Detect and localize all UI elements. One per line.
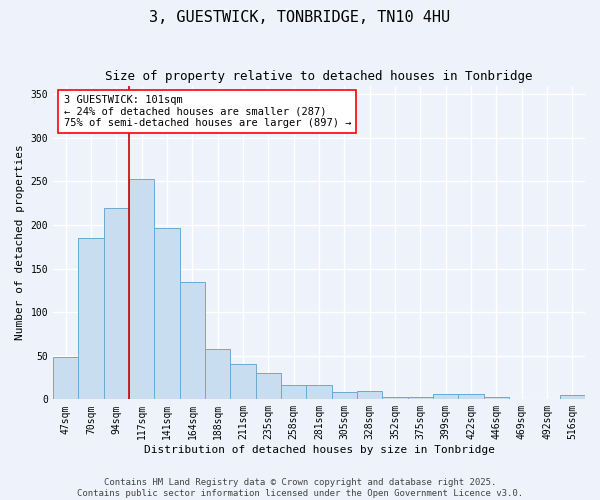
X-axis label: Distribution of detached houses by size in Tonbridge: Distribution of detached houses by size … xyxy=(143,445,494,455)
Bar xyxy=(560,395,585,400)
Title: Size of property relative to detached houses in Tonbridge: Size of property relative to detached ho… xyxy=(105,70,533,83)
Bar xyxy=(357,390,382,400)
Bar xyxy=(79,238,104,400)
Bar xyxy=(179,282,205,400)
Bar xyxy=(407,396,433,400)
Bar xyxy=(104,208,129,400)
Bar xyxy=(230,364,256,400)
Bar xyxy=(205,349,230,400)
Bar xyxy=(332,392,357,400)
Text: 3 GUESTWICK: 101sqm
← 24% of detached houses are smaller (287)
75% of semi-detac: 3 GUESTWICK: 101sqm ← 24% of detached ho… xyxy=(64,95,351,128)
Y-axis label: Number of detached properties: Number of detached properties xyxy=(15,144,25,340)
Bar xyxy=(281,386,307,400)
Bar xyxy=(484,396,509,400)
Bar xyxy=(129,179,154,400)
Text: 3, GUESTWICK, TONBRIDGE, TN10 4HU: 3, GUESTWICK, TONBRIDGE, TN10 4HU xyxy=(149,10,451,25)
Bar xyxy=(382,396,407,400)
Bar xyxy=(154,228,179,400)
Bar xyxy=(433,394,458,400)
Bar xyxy=(307,386,332,400)
Text: Contains HM Land Registry data © Crown copyright and database right 2025.
Contai: Contains HM Land Registry data © Crown c… xyxy=(77,478,523,498)
Bar xyxy=(53,358,79,400)
Bar xyxy=(256,373,281,400)
Bar xyxy=(458,394,484,400)
